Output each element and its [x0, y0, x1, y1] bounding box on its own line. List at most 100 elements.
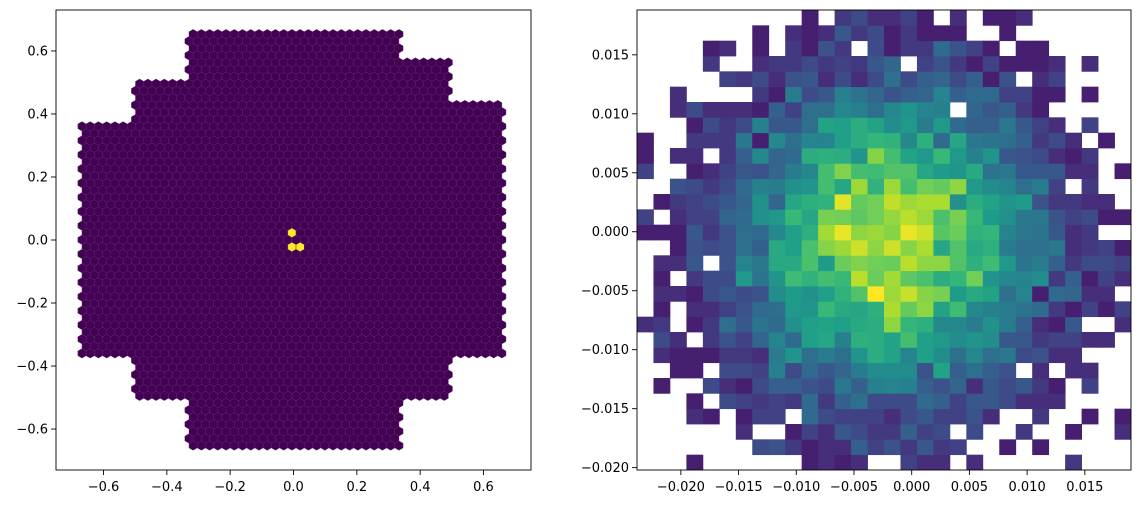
- hist2d-cell: [702, 40, 720, 57]
- hist2d-cell: [867, 148, 885, 164]
- hist2d-cell: [1065, 362, 1082, 379]
- hist2d-cell: [719, 301, 737, 318]
- hist2d-cell: [982, 240, 1000, 256]
- hist2d-cell: [834, 163, 852, 180]
- hist2d-cell: [653, 224, 671, 241]
- hist2d-cell: [949, 301, 967, 318]
- hist2d-cell: [982, 286, 1000, 302]
- hist2d-cell: [884, 117, 901, 134]
- hist2d-ytick-label: −0.015: [581, 402, 629, 417]
- hist2d-cell: [900, 25, 918, 42]
- hist2d-cell: [752, 332, 770, 348]
- hist2d-cell: [719, 148, 737, 164]
- hist2d-cell: [653, 332, 671, 348]
- hist2d-cell: [1032, 316, 1050, 333]
- hist2d-cell: [867, 301, 885, 318]
- hist2d-cell: [999, 362, 1017, 379]
- hexbin-xtick-label: 0.0: [283, 480, 304, 495]
- hist2d-cell: [818, 301, 835, 318]
- hist2d-cell: [949, 408, 967, 425]
- hist2d-cell: [702, 332, 720, 348]
- hist2d-cell: [1015, 393, 1033, 410]
- hist2d-cell: [982, 378, 1000, 394]
- hist2d-cell: [999, 10, 1017, 26]
- hist2d-cell: [834, 454, 852, 470]
- hist2d-cell: [982, 71, 1000, 88]
- hist2d-cell: [752, 378, 770, 394]
- hist2d-cell: [867, 117, 885, 134]
- hist2d-cell: [669, 224, 687, 241]
- hist2d-ytick-label: −0.005: [581, 284, 629, 299]
- hist2d-cell: [916, 362, 934, 379]
- hist2d-cell: [768, 270, 786, 287]
- hist2d-cell: [949, 86, 967, 103]
- hist2d-cell: [1098, 270, 1115, 287]
- hist2d-cell: [884, 132, 901, 149]
- hist2d-cell: [900, 209, 918, 226]
- hist2d-cell: [834, 332, 852, 348]
- hist2d-cell: [900, 40, 918, 57]
- hist2d-cell: [851, 316, 868, 333]
- hist2d-cell: [1015, 56, 1033, 72]
- hist2d-cell: [1032, 439, 1050, 456]
- hist2d-cell: [1098, 332, 1115, 348]
- hist2d-cell: [949, 10, 967, 26]
- hist2d-cell: [966, 71, 984, 88]
- hist2d-cell: [884, 56, 901, 72]
- hist2d-cell: [1032, 209, 1050, 226]
- hist2d-cell: [1065, 424, 1082, 440]
- hist2d-cell: [966, 163, 984, 180]
- hist2d-cell: [1015, 424, 1033, 440]
- hist2d-cell: [702, 270, 720, 287]
- hist2d-cell: [637, 148, 654, 164]
- hist2d-cell: [884, 362, 901, 379]
- hist2d-cell: [1048, 178, 1066, 195]
- hist2d-cell: [719, 209, 737, 226]
- hist2d-cell: [1048, 117, 1066, 134]
- hist2d-cell: [735, 163, 753, 180]
- hist2d-y-axis: −0.020 −0.015 −0.010 −0.005 0.000 0.005 0.010 0…: [581, 48, 637, 476]
- hist2d-cell: [1048, 224, 1066, 241]
- hist2d-cell: [949, 240, 967, 256]
- hist2d-cell: [884, 71, 901, 88]
- hist2d-cell: [900, 270, 918, 287]
- hist2d-cell: [752, 56, 770, 72]
- hist2d-cell: [999, 132, 1017, 149]
- hist2d-cell: [1032, 255, 1050, 272]
- hist2d-cell: [999, 255, 1017, 272]
- hist2d-cell: [801, 163, 819, 180]
- hist2d-cell: [1081, 209, 1099, 226]
- hist2d-cell: [1015, 148, 1033, 164]
- hist2d-cell: [933, 56, 951, 72]
- hist2d-cell: [884, 393, 901, 410]
- hist2d-cell: [1032, 347, 1050, 364]
- hist2d-cell: [1048, 332, 1066, 348]
- hist2d-cell: [735, 102, 753, 118]
- hist2d-cell: [752, 163, 770, 180]
- hist2d-ytick-label: 0.000: [592, 225, 629, 240]
- hist2d-cell: [916, 316, 934, 333]
- hist2d-cell: [900, 286, 918, 302]
- hist2d-cell: [1048, 132, 1066, 149]
- hist2d-cell: [1114, 270, 1131, 287]
- hexbin-xtick-label: 0.4: [410, 480, 431, 495]
- hist2d-cell: [752, 255, 770, 272]
- hist2d-cell: [949, 148, 967, 164]
- hist2d-cell: [686, 347, 704, 364]
- hist2d-cell: [735, 148, 753, 164]
- hist2d-cell: [1015, 209, 1033, 226]
- hist2d-cell: [818, 71, 835, 88]
- hist2d-cell: [702, 240, 720, 256]
- hist2d-cell: [884, 347, 901, 364]
- hist2d-cell: [1015, 86, 1033, 103]
- hist2d-cell: [818, 117, 835, 134]
- hist2d-cell: [900, 224, 918, 241]
- hist2d-cell: [851, 301, 868, 318]
- hist2d-xtick-label: 0.000: [893, 480, 930, 495]
- hist2d-ytick-label: 0.015: [592, 48, 629, 63]
- hist2d-cell: [637, 224, 654, 241]
- hist2d-cell: [1048, 209, 1066, 226]
- hist2d-cell: [949, 71, 967, 88]
- hist2d-cell: [982, 301, 1000, 318]
- hist2d-cell: [867, 178, 885, 195]
